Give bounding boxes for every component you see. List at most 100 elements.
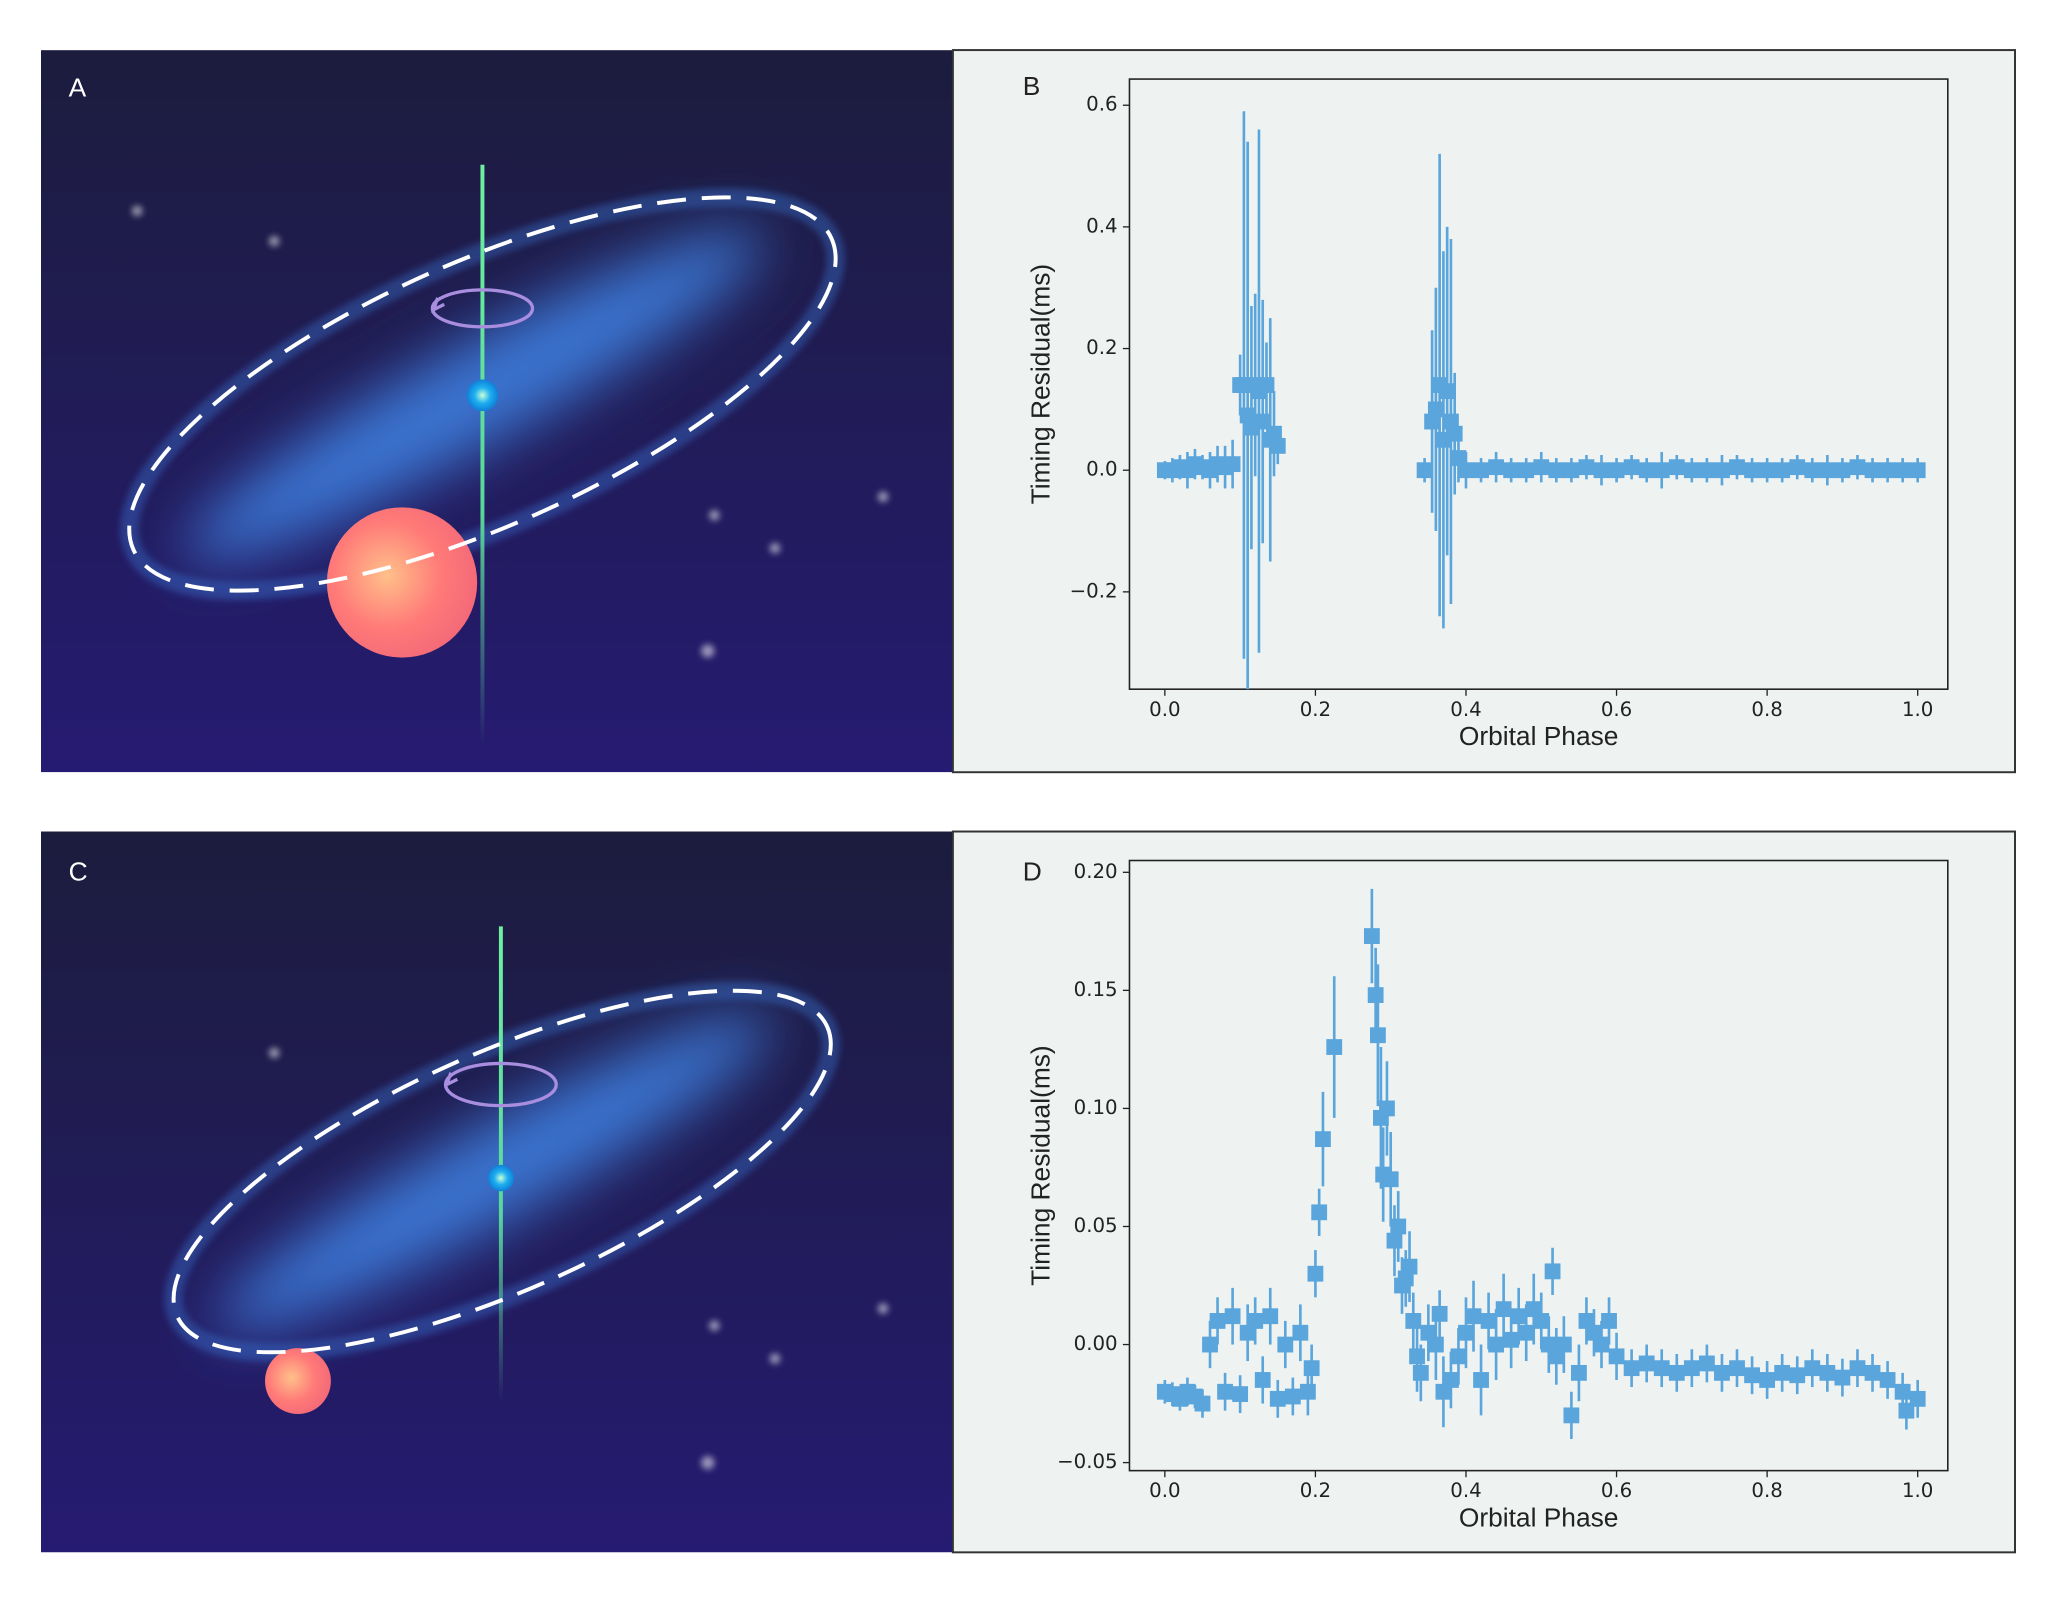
marker (1683, 1360, 1700, 1377)
x-tick-label: 0.2 (1300, 1479, 1331, 1502)
pulsar (466, 379, 499, 412)
marker (1209, 1313, 1226, 1329)
marker (1879, 1372, 1896, 1388)
marker (1714, 1364, 1730, 1381)
marker (1571, 1364, 1587, 1381)
x-tick-label: 0.6 (1601, 1479, 1632, 1502)
marker (1232, 1386, 1249, 1403)
marker (1759, 1372, 1776, 1388)
y-tick-label: 0.2 (1086, 336, 1117, 359)
marker (1668, 459, 1685, 476)
marker (1909, 1390, 1926, 1407)
x-tick-label: 0.8 (1751, 698, 1782, 721)
stars (268, 1047, 889, 1470)
marker (1379, 1100, 1395, 1117)
marker (1879, 462, 1896, 479)
marker (1303, 1360, 1320, 1377)
marker (1247, 1313, 1264, 1329)
y-tick-label: 0.00 (1074, 1332, 1118, 1355)
marker (1258, 377, 1275, 393)
marker (1608, 462, 1625, 479)
marker (1563, 1407, 1580, 1424)
y-tick-label: −0.05 (1057, 1450, 1118, 1473)
marker (1533, 1313, 1550, 1329)
y-tick-label: 0.20 (1074, 860, 1118, 883)
x-tick-label: 0.4 (1450, 698, 1481, 721)
marker (1202, 1336, 1218, 1353)
y-tick-label: −0.2 (1070, 579, 1118, 602)
marker (1834, 462, 1851, 479)
marker (1488, 459, 1505, 476)
pulsar (487, 1164, 515, 1192)
marker (1284, 1388, 1301, 1405)
marker (1311, 1204, 1328, 1221)
illustration-c: C (40, 831, 953, 1553)
marker (1819, 462, 1836, 479)
marker (1299, 1383, 1316, 1400)
marker (1443, 1372, 1459, 1388)
marker (1473, 1372, 1489, 1388)
marker (1601, 1313, 1617, 1329)
y-tick-label: 0.6 (1086, 93, 1117, 116)
marker (1363, 928, 1380, 944)
marker (1555, 1336, 1572, 1353)
marker (1653, 462, 1670, 479)
marker (1789, 1367, 1806, 1384)
marker (1804, 1360, 1821, 1377)
marker (1518, 1324, 1535, 1341)
panel-label: C (69, 857, 88, 887)
x-tick-label: 1.0 (1902, 698, 1933, 721)
marker (1864, 462, 1881, 479)
marker (1465, 1308, 1482, 1325)
marker (1864, 1364, 1881, 1381)
x-axis-label: Orbital Phase (1459, 721, 1619, 751)
marker (1431, 1305, 1448, 1322)
jet (498, 926, 503, 1401)
x-tick-label: 0.2 (1300, 698, 1331, 721)
marker (1495, 1301, 1512, 1318)
marker (1409, 1348, 1425, 1365)
marker (1698, 462, 1715, 479)
marker (1533, 459, 1550, 476)
marker (1774, 462, 1791, 479)
marker (1401, 1258, 1418, 1275)
marker (1729, 1360, 1745, 1377)
orbit (171, 988, 833, 1355)
marker (1386, 1232, 1403, 1249)
marker (1834, 1369, 1851, 1386)
marker (1277, 1336, 1294, 1353)
marker (1894, 1383, 1911, 1400)
marker (1804, 462, 1821, 479)
marker (1254, 1372, 1271, 1388)
y-axis-label: Timing Residual(ms) (1025, 1045, 1055, 1286)
marker (1563, 462, 1580, 479)
marker (1369, 1027, 1386, 1044)
x-tick-label: 0.6 (1601, 698, 1632, 721)
spin-arrowhead (430, 297, 445, 313)
stars (131, 205, 889, 658)
y-tick-label: 0.10 (1074, 1096, 1118, 1119)
marker (1819, 1364, 1836, 1381)
marker (1593, 1336, 1610, 1353)
marker (1315, 1131, 1331, 1148)
marker (1390, 1218, 1407, 1235)
marker (1544, 1263, 1561, 1280)
marker (1653, 1360, 1670, 1377)
marker (1405, 1313, 1422, 1329)
chart-panel (951, 830, 2016, 1554)
marker (1578, 459, 1595, 476)
panel-label: D (1023, 857, 1042, 887)
marker (1427, 401, 1444, 418)
marker (1518, 462, 1535, 479)
marker (1292, 1324, 1309, 1341)
jet (480, 164, 485, 745)
x-tick-label: 0.0 (1149, 698, 1180, 721)
plot-area (1128, 859, 1949, 1472)
marker (1593, 462, 1610, 479)
chart-panel (951, 49, 2016, 774)
y-tick-label: 0.0 (1086, 458, 1117, 481)
marker (1503, 462, 1520, 479)
spin-arrow (430, 288, 535, 329)
